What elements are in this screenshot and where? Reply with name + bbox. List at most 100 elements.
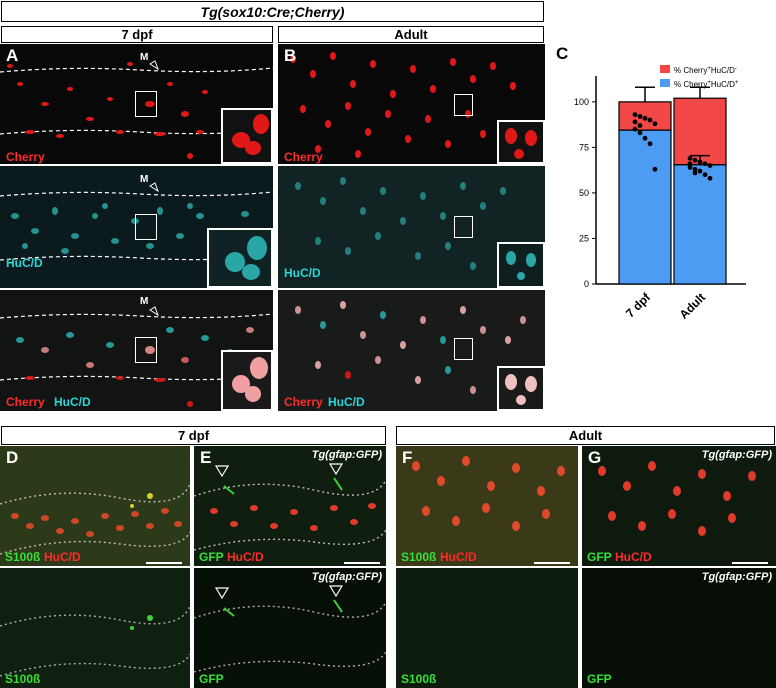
data-point-0-1 (637, 114, 643, 119)
data-point-0-8 (647, 141, 653, 147)
panel-a-letter: A (6, 46, 19, 65)
panel-b-row1-image (290, 52, 516, 158)
panel-a-row3-label1: Cherry (6, 395, 45, 409)
x-tick-label-1: Adult (677, 290, 709, 322)
panel-g-scalebar (732, 562, 768, 564)
data-point-1-9 (707, 175, 713, 181)
header-7dpf-bottom-text: 7 dpf (177, 428, 210, 443)
panel-b-row1: B Cherry (278, 44, 545, 164)
data-point-0-5 (632, 126, 638, 132)
panel-e-top: E Tg(gfap:GFP) GFP HuC/D (194, 446, 386, 566)
panel-a-inset (221, 108, 273, 164)
bar-negative-1 (673, 97, 727, 166)
panel-a-row2: M HuC/D (0, 166, 273, 288)
panel-c-letter: C (556, 44, 569, 63)
panel-b-roi-3 (454, 338, 473, 360)
y-tick-label-4: 100 (574, 97, 589, 107)
legend: % Cherry+HuC/D- % Cherry+HuC/D+ (660, 65, 739, 89)
data-point-1-4 (707, 163, 713, 169)
data-point-0-0 (632, 112, 638, 118)
panel-b-inset-3-image (505, 374, 537, 405)
panel-a-row3-image (0, 306, 273, 407)
data-point-0-3 (647, 117, 653, 123)
panel-d-bottom-label: S100ß (5, 672, 41, 686)
panel-e-letter: E (200, 448, 212, 467)
panel-d-bottom: S100ß (0, 568, 190, 688)
panel-b-row2-image (295, 177, 506, 270)
header-7dpf-bottom: 7 dpf (1, 426, 386, 445)
panel-b-inset-image (505, 128, 537, 159)
panel-e-bottom-label: GFP (199, 672, 224, 686)
panel-a-row1: A M Cherry (0, 44, 273, 164)
panel-a-inset-image (232, 114, 269, 155)
panel-a-inset-2 (207, 228, 273, 288)
panel-b-row3-image (295, 301, 526, 394)
data-point-0-9 (652, 166, 658, 172)
header-7dpf-top-text: 7 dpf (121, 27, 153, 42)
bar-negative-0 (618, 101, 672, 131)
data-point-1-2 (697, 159, 703, 165)
x-tick-label-0: 7 dpf (623, 290, 654, 321)
data-point-1-10 (687, 161, 693, 167)
panel-d-top-label2: HuC/D (44, 550, 81, 564)
panel-b-roi (454, 94, 473, 116)
panel-g-bottom-label: GFP (587, 672, 612, 686)
panel-b-letter: B (284, 46, 297, 65)
panel-b-row3-label1: Cherry (284, 395, 323, 409)
header-adult-bottom: Adult (396, 426, 775, 445)
legend-entry-negative: % Cherry+HuC/D- (674, 66, 737, 75)
panel-b-row3: Cherry HuC/D (278, 290, 545, 411)
panel-g-top-label2: HuC/D (615, 550, 652, 564)
panel-f-scalebar (534, 562, 570, 564)
panel-b-row1-label: Cherry (284, 150, 323, 164)
panel-b-inset-2-image (506, 251, 536, 280)
panel-e-scalebar (344, 562, 380, 564)
bar-positive-1 (673, 164, 727, 285)
header-adult-bottom-text: Adult (568, 428, 603, 443)
panel-a-roi-3 (135, 337, 157, 363)
data-point-0-2 (642, 115, 648, 121)
panel-g-top-image (598, 461, 756, 536)
panel-a-roi (135, 91, 157, 117)
data-point-1-0 (687, 155, 693, 161)
panel-f-bottom: S100ß (396, 568, 578, 688)
panel-a-inset-2-image (225, 236, 267, 280)
panel-d-top-image (0, 483, 190, 555)
panel-b-row3-label2: HuC/D (328, 395, 365, 409)
panel-g-top-label1: GFP (587, 550, 612, 564)
data-point-1-6 (692, 166, 698, 172)
data-point-0-11 (637, 123, 643, 128)
y-tick-label-3: 75 (579, 142, 589, 152)
panel-a-inset-3-image (232, 357, 268, 402)
figure-title-text: Tg(sox10:Cre;Cherry) (200, 3, 345, 20)
panel-f-bottom-label: S100ß (401, 672, 437, 686)
panel-a-row2-label: HuC/D (6, 256, 43, 270)
panel-a-row1-label: Cherry (6, 150, 45, 164)
panel-e-top-image (194, 463, 386, 551)
header-adult-top: Adult (278, 26, 544, 43)
data-point-1-3 (702, 161, 708, 167)
legend-entry-positive: % Cherry+HuC/D+ (674, 80, 739, 89)
panel-f-top-label2: HuC/D (440, 550, 477, 564)
panel-b-inset (497, 120, 545, 164)
legend-swatch-negative (660, 65, 670, 73)
data-point-0-4 (652, 121, 658, 127)
panel-d-scalebar (146, 562, 182, 564)
panel-d-bottom-image (0, 605, 190, 677)
data-point-1-5 (687, 165, 693, 170)
chart-points (632, 112, 713, 181)
panel-f-letter: F (402, 448, 413, 467)
y-tick-label-2: 50 (579, 188, 589, 198)
panel-a-row3: M Cherry HuC/D (0, 290, 273, 411)
bar-positive-0 (618, 129, 672, 285)
panel-b-row2-label: HuC/D (284, 266, 321, 280)
data-point-0-7 (642, 135, 648, 141)
chart-x-labels: 7 dpf Adult (623, 290, 708, 322)
panel-g-top: G Tg(gfap:GFP) GFP HuC/D (582, 446, 776, 566)
panel-a-row1-image (0, 60, 273, 159)
panel-f-top-image (412, 456, 565, 531)
panel-b-roi-2 (454, 216, 473, 238)
panel-e-top-label2: HuC/D (227, 550, 264, 564)
figure-title: Tg(sox10:Cre;Cherry) (1, 1, 544, 22)
panel-a-m-label-3: M (140, 296, 149, 307)
